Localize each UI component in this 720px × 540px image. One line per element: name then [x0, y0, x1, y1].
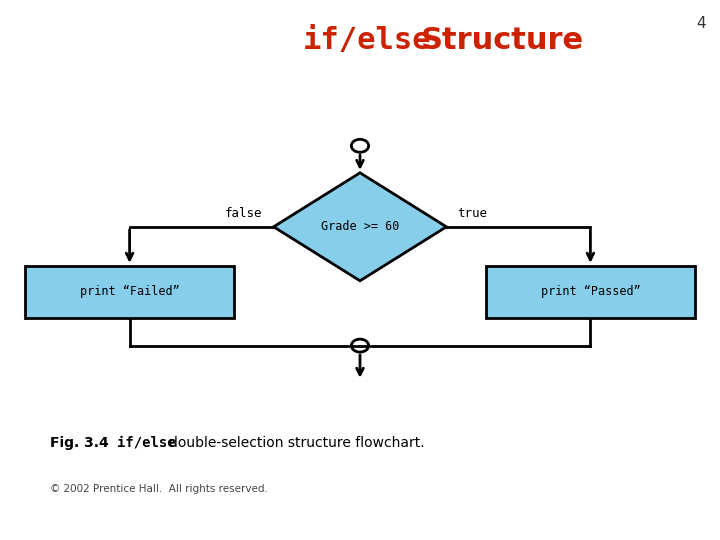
- Text: if/else: if/else: [302, 26, 431, 55]
- Text: Fig. 3.4: Fig. 3.4: [50, 436, 109, 450]
- Text: 4: 4: [696, 16, 706, 31]
- Text: print “Failed”: print “Failed”: [80, 285, 179, 298]
- FancyBboxPatch shape: [25, 266, 234, 318]
- Text: print “Passed”: print “Passed”: [541, 285, 640, 298]
- Text: true: true: [457, 207, 487, 220]
- Text: false: false: [225, 207, 263, 220]
- Text: Grade >= 60: Grade >= 60: [321, 220, 399, 233]
- FancyBboxPatch shape: [486, 266, 695, 318]
- Text: © 2002 Prentice Hall.  All rights reserved.: © 2002 Prentice Hall. All rights reserve…: [50, 484, 269, 494]
- Text: double-selection structure flowchart.: double-selection structure flowchart.: [169, 436, 425, 450]
- Text: Structure: Structure: [421, 26, 585, 55]
- Text: if/else: if/else: [117, 436, 175, 450]
- Polygon shape: [274, 173, 446, 281]
